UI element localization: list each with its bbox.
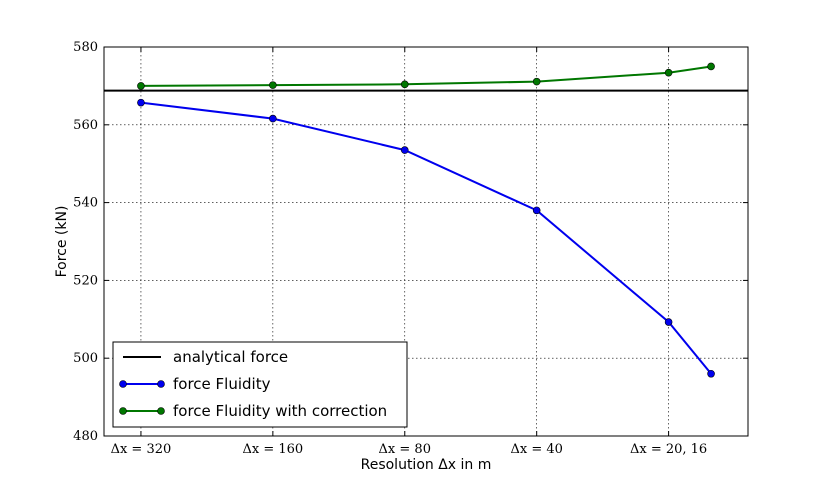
y-tick-label: 580: [73, 40, 98, 55]
y-tick-label: 520: [73, 273, 98, 288]
x-tick-label: Δx = 160: [242, 442, 303, 457]
series-point: [137, 98, 145, 107]
y-tick-label: 540: [73, 196, 98, 211]
x-tick-label: Δx = 80: [379, 442, 431, 457]
series-point: [137, 82, 145, 90]
y-axis-label: Force (kN): [54, 206, 70, 278]
series-point: [707, 62, 715, 71]
x-tick-label: Δx = 40: [510, 442, 562, 457]
x-axis-label: Resolution Δx in m: [361, 457, 492, 473]
series-point: [269, 81, 277, 89]
legend: analytical force force Fluidity force Flui…: [112, 341, 408, 428]
series-point: [400, 146, 409, 154]
legend-marker: [157, 380, 165, 388]
axis-ticks: 480 500 520 540 560 580 Δx = 320 Δx = 160 Δx = 8…: [73, 40, 748, 457]
series-point: [532, 77, 541, 86]
plot-frame: [103, 46, 749, 437]
legend-label: analytical force: [173, 348, 288, 366]
y-tick-label: 560: [73, 118, 98, 133]
legend-marker: [119, 407, 127, 415]
x-tick-label: Δx = 20, 16: [630, 442, 707, 457]
series-point: [532, 206, 541, 215]
x-tick-label: Δx = 320: [111, 442, 172, 457]
legend-label: force Fluidity with correction: [173, 402, 387, 420]
series-point: [269, 114, 277, 123]
series-point: [400, 80, 409, 89]
y-tick-label: 500: [73, 351, 98, 366]
series-line-1: [140, 65, 712, 87]
legend-marker: [157, 407, 165, 415]
y-tick-label: 480: [73, 429, 98, 444]
series-layer: [137, 62, 715, 378]
legend-label: force Fluidity: [173, 375, 271, 393]
series-point: [707, 369, 715, 378]
series-point: [664, 68, 673, 77]
legend-marker: [119, 380, 127, 388]
series-line-0: [140, 101, 712, 375]
series-point: [664, 318, 673, 326]
